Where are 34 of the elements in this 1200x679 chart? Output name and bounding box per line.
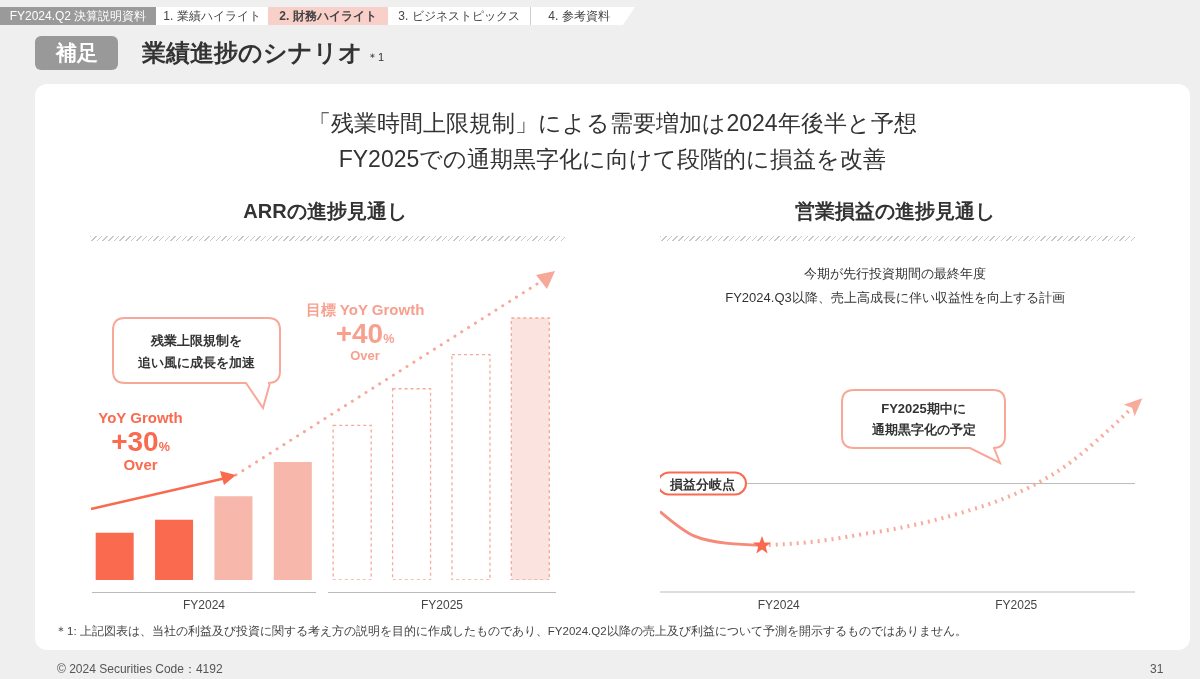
chart-title: 営業損益の進捗見通し [795, 200, 995, 222]
text: 31 [1150, 662, 1164, 676]
annotation: 通期黒字化の予定 [871, 422, 976, 437]
bar [214, 496, 253, 580]
chart-title: ARRの進捗見通し [243, 200, 407, 222]
text: ＊1: 上記図表は、当社の利益及び投資に関する考え方の説明を目的に作成したものであり、FY2024.Q2以降の売上及び利益について予測を開示するものではありません。 [55, 625, 967, 637]
bar [273, 462, 312, 580]
bar [95, 532, 134, 580]
text: FY2025 [995, 598, 1038, 612]
text: 4. 参考資料 [548, 9, 610, 23]
ref-line-label: 損益分岐点 [668, 476, 735, 492]
bar [155, 519, 194, 580]
text: FY2024 [757, 598, 800, 612]
annotation: FY2025期中に [881, 401, 966, 416]
text: 2. 財務ハイライト [279, 9, 377, 23]
text: 3. ビジネストピックス [398, 9, 520, 23]
annotation: 残業上限規制を [151, 333, 242, 348]
bar [391, 388, 432, 580]
annotation: 追い風に成長を加速 [138, 355, 255, 370]
text: 補足 [55, 41, 98, 64]
text: 業績進捗のシナリオ [142, 39, 363, 66]
text: FY2024.Q2 決算説明資料 [9, 9, 147, 23]
text: FY2024 [182, 598, 226, 612]
bar [510, 317, 550, 580]
bar [332, 424, 372, 580]
text: FY2025 [420, 598, 464, 612]
text: 1. 業績ハイライト [163, 9, 261, 23]
chart-subtitle: 今期が先行投資期間の最終年度 FY2024.Q3以降、売上高成長に伴い収益性を向上する計画 [725, 266, 1065, 305]
text: ＊1 [367, 51, 385, 63]
annotation: YoY Growth +30% Over [98, 409, 183, 474]
text: © 2024 Securities Code：4192 [57, 662, 223, 676]
bar [451, 354, 491, 580]
text: 「残業時間上限規制」による需要増加は2024年後半と予想 FY2025での通期黒字化に向けて段階的に損益を改善 [308, 110, 917, 172]
annotation: 目標 YoY Growth +40% Over [305, 301, 425, 364]
